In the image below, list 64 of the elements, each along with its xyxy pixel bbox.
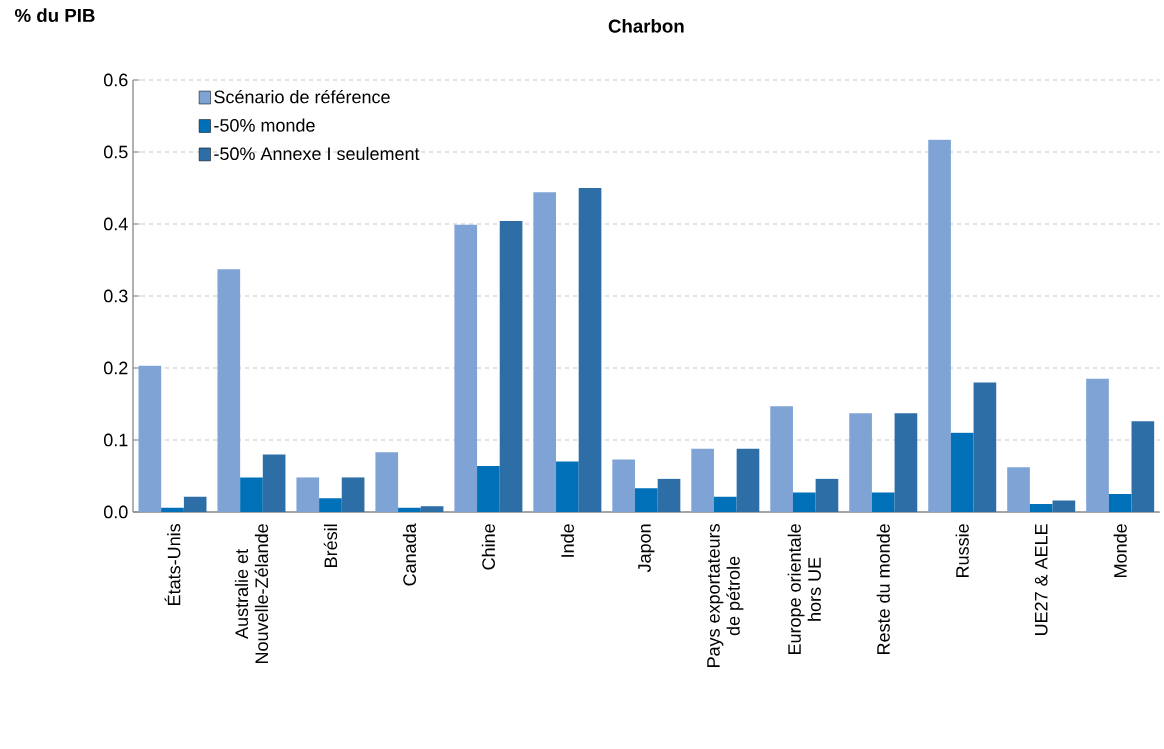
x-tick-label: UE27 & AELE	[1034, 524, 1048, 636]
bar	[691, 448, 714, 512]
x-tick-label: Canada	[402, 523, 417, 586]
bar	[1029, 504, 1053, 512]
bar	[578, 188, 602, 512]
x-tick-label: États-Unis	[164, 524, 181, 605]
bar	[871, 492, 895, 512]
bar	[1108, 493, 1132, 512]
x-tick-label: Russie	[955, 524, 969, 577]
bar	[736, 448, 760, 512]
x-tick-label: Australie et Nouvelle-Zélande	[234, 524, 269, 663]
bar	[815, 478, 839, 512]
x-tick-label: Europe orientale hors UE	[787, 524, 821, 654]
bar	[499, 221, 523, 512]
bar	[161, 507, 184, 512]
bar	[792, 492, 816, 512]
bar	[1052, 500, 1076, 512]
x-tick-label: Brésil	[323, 524, 338, 567]
bar	[319, 498, 342, 512]
bar	[240, 477, 263, 512]
bar	[1086, 378, 1109, 512]
legend-label: -50% monde	[214, 118, 315, 132]
y-tick-label: 0.1	[103, 433, 128, 447]
bar	[375, 452, 399, 512]
bar	[894, 413, 918, 512]
bar	[950, 432, 974, 512]
x-tick-label: Japon	[638, 524, 655, 573]
x-tick-label: Inde	[560, 524, 574, 557]
x-tick-label: Chine	[481, 524, 495, 570]
y-tick-label: 0.4	[103, 217, 128, 231]
bar	[477, 465, 500, 512]
bar	[341, 477, 365, 512]
bar	[183, 496, 207, 512]
bar	[612, 459, 636, 512]
chart-title: Charbon	[608, 19, 684, 33]
bar	[296, 477, 320, 512]
x-tick-label: Monde	[1113, 524, 1127, 577]
y-tick-label: 0.3	[103, 289, 128, 303]
y-tick-label: 0.2	[103, 361, 128, 375]
bar	[138, 365, 162, 512]
bar	[1131, 421, 1155, 512]
bar	[849, 413, 872, 512]
y-tick-label: 0.5	[103, 145, 128, 159]
bar	[770, 406, 793, 512]
legend-label: -50% Annexe I seulement	[214, 146, 420, 161]
bar	[556, 461, 579, 512]
bar	[262, 454, 286, 512]
bar	[533, 192, 557, 512]
y-axis-title: % du PIB	[14, 8, 95, 23]
bar	[217, 269, 241, 512]
x-tick-label: Pays exportateurs de pétrole	[707, 524, 744, 667]
bar	[398, 507, 421, 512]
bar	[635, 488, 658, 512]
y-tick-label: 0.0	[103, 505, 128, 519]
bar	[420, 506, 444, 512]
legend-label: Scénario de référence	[214, 89, 390, 104]
bar	[454, 224, 478, 512]
bar	[928, 139, 951, 512]
bar	[973, 382, 997, 512]
bar	[713, 496, 737, 512]
x-tick-label: Reste du monde	[876, 524, 890, 654]
bar	[657, 478, 681, 512]
bar	[1007, 467, 1030, 512]
y-tick-label: 0.6	[103, 73, 128, 87]
